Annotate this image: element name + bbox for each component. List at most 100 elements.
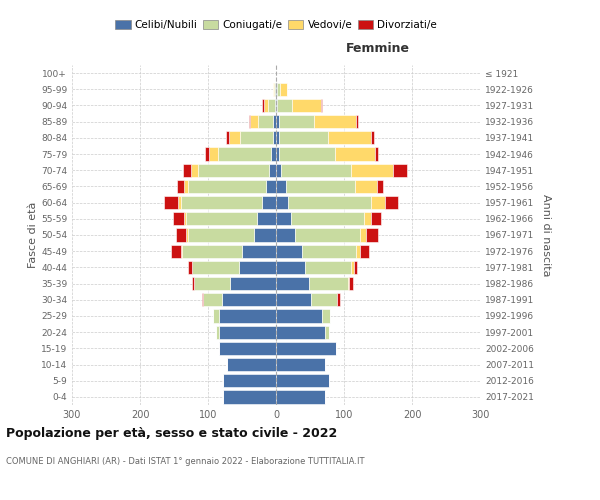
Bar bbox=[271, 148, 276, 160]
Bar bbox=[173, 212, 184, 226]
Bar bbox=[352, 260, 353, 274]
Bar bbox=[276, 115, 279, 128]
Bar bbox=[276, 212, 291, 226]
Bar bbox=[364, 212, 371, 226]
Bar bbox=[325, 326, 329, 339]
Bar bbox=[276, 99, 277, 112]
Bar bbox=[348, 277, 349, 290]
Bar bbox=[178, 180, 184, 193]
Bar bbox=[182, 244, 242, 258]
Bar bbox=[226, 131, 229, 144]
Bar bbox=[272, 131, 276, 144]
Bar bbox=[188, 260, 191, 274]
Bar bbox=[203, 293, 221, 306]
Bar bbox=[184, 212, 185, 226]
Bar bbox=[176, 228, 185, 241]
Bar bbox=[188, 180, 266, 193]
Bar bbox=[193, 260, 239, 274]
Bar bbox=[183, 164, 191, 177]
Bar bbox=[349, 277, 353, 290]
Bar bbox=[276, 164, 281, 177]
Bar bbox=[356, 115, 358, 128]
Bar bbox=[371, 212, 382, 226]
Bar bbox=[321, 99, 322, 112]
Bar bbox=[262, 99, 264, 112]
Bar bbox=[276, 260, 305, 274]
Bar bbox=[264, 99, 268, 112]
Bar bbox=[335, 148, 374, 160]
Bar bbox=[374, 148, 378, 160]
Text: Popolazione per età, sesso e stato civile - 2022: Popolazione per età, sesso e stato civil… bbox=[6, 428, 337, 440]
Bar bbox=[221, 293, 276, 306]
Bar bbox=[302, 244, 356, 258]
Bar bbox=[337, 293, 340, 306]
Bar bbox=[259, 115, 273, 128]
Bar bbox=[276, 390, 325, 404]
Bar bbox=[377, 180, 383, 193]
Bar bbox=[249, 115, 250, 128]
Bar bbox=[218, 148, 271, 160]
Bar bbox=[240, 131, 272, 144]
Bar bbox=[272, 82, 274, 96]
Bar bbox=[219, 342, 276, 355]
Bar bbox=[385, 196, 398, 209]
Bar bbox=[269, 164, 276, 177]
Bar bbox=[268, 99, 275, 112]
Bar bbox=[227, 358, 276, 371]
Bar bbox=[279, 115, 314, 128]
Bar bbox=[295, 228, 361, 241]
Bar bbox=[223, 390, 276, 404]
Bar bbox=[230, 277, 276, 290]
Bar bbox=[286, 180, 355, 193]
Bar bbox=[171, 244, 181, 258]
Bar bbox=[239, 260, 276, 274]
Bar bbox=[353, 260, 357, 274]
Bar bbox=[188, 228, 254, 241]
Bar bbox=[275, 99, 276, 112]
Bar bbox=[276, 326, 325, 339]
Bar bbox=[288, 196, 371, 209]
Bar bbox=[277, 99, 292, 112]
Bar bbox=[393, 164, 407, 177]
Bar bbox=[205, 148, 209, 160]
Bar bbox=[181, 244, 182, 258]
Text: COMUNE DI ANGHIARI (AR) - Dati ISTAT 1° gennaio 2022 - Elaborazione TUTTITALIA.I: COMUNE DI ANGHIARI (AR) - Dati ISTAT 1° … bbox=[6, 458, 365, 466]
Legend: Celibi/Nubili, Coniugati/e, Vedovi/e, Divorziati/e: Celibi/Nubili, Coniugati/e, Vedovi/e, Di… bbox=[111, 16, 441, 34]
Bar bbox=[355, 180, 377, 193]
Bar bbox=[305, 260, 352, 274]
Bar bbox=[273, 115, 276, 128]
Bar bbox=[359, 244, 369, 258]
Bar bbox=[219, 326, 276, 339]
Bar bbox=[308, 277, 348, 290]
Bar bbox=[191, 260, 193, 274]
Bar bbox=[242, 244, 276, 258]
Bar bbox=[275, 82, 276, 96]
Bar bbox=[314, 115, 356, 128]
Bar bbox=[181, 196, 262, 209]
Bar bbox=[281, 164, 351, 177]
Bar bbox=[276, 148, 280, 160]
Bar bbox=[291, 212, 364, 226]
Bar bbox=[276, 244, 302, 258]
Bar bbox=[191, 164, 198, 177]
Bar bbox=[361, 228, 366, 241]
Bar bbox=[371, 196, 385, 209]
Bar bbox=[198, 164, 269, 177]
Bar bbox=[185, 228, 188, 241]
Bar bbox=[266, 180, 276, 193]
Bar bbox=[276, 180, 286, 193]
Bar bbox=[184, 180, 188, 193]
Bar bbox=[193, 277, 194, 290]
Bar bbox=[229, 131, 240, 144]
Bar bbox=[328, 131, 371, 144]
Bar bbox=[209, 148, 218, 160]
Bar bbox=[194, 277, 230, 290]
Bar bbox=[277, 82, 280, 96]
Bar bbox=[276, 196, 288, 209]
Bar bbox=[366, 228, 378, 241]
Text: Femmine: Femmine bbox=[346, 42, 410, 55]
Bar bbox=[276, 293, 311, 306]
Bar bbox=[371, 131, 374, 144]
Bar bbox=[262, 196, 276, 209]
Bar bbox=[185, 212, 257, 226]
